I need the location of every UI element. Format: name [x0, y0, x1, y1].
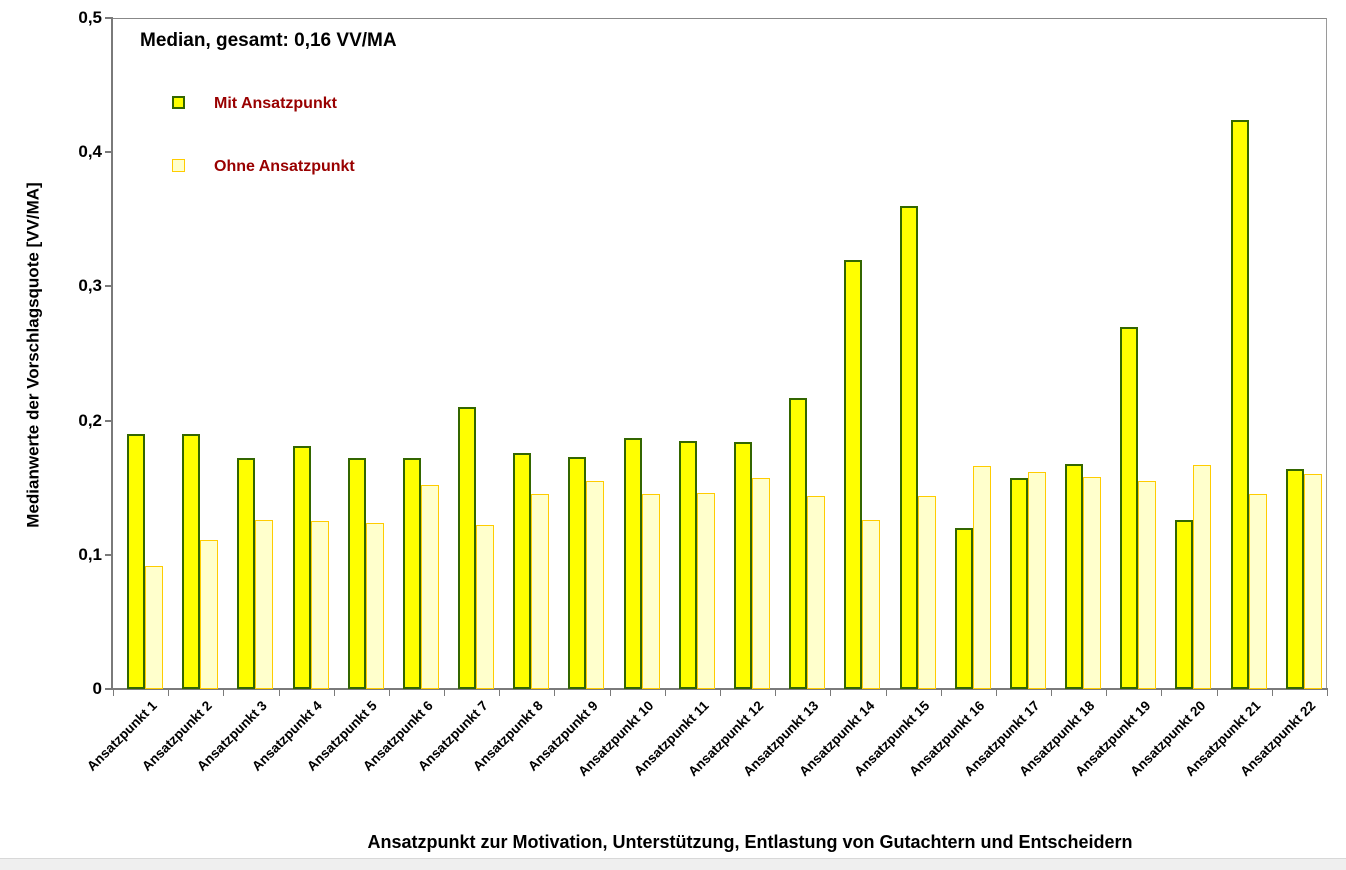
x-tick: [1216, 689, 1218, 696]
bar-ohne-ansatzpunkt-13: [807, 496, 825, 689]
bar-ohne-ansatzpunkt-22: [1304, 474, 1322, 689]
bar-mit-ansatzpunkt-18: [1065, 464, 1083, 689]
x-tick: [885, 689, 887, 696]
y-tick: [105, 553, 113, 556]
bar-mit-ansatzpunkt-22: [1286, 469, 1304, 689]
y-tick: [105, 419, 113, 422]
bar-mit-ansatzpunkt-10: [624, 438, 642, 689]
bar-mit-ansatzpunkt-21: [1231, 120, 1249, 689]
bar-ohne-ansatzpunkt-16: [973, 466, 991, 689]
x-tick: [1327, 689, 1328, 696]
bar-mit-ansatzpunkt-17: [1010, 478, 1028, 689]
y-axis-title: Medianwerte der Vorschlagsquote [VV/MA]: [23, 182, 43, 528]
legend-swatch-mit-ansatzpunkt: [172, 96, 185, 109]
bar-ohne-ansatzpunkt-3: [255, 520, 273, 689]
bar-ohne-ansatzpunkt-2: [200, 540, 218, 689]
bar-mit-ansatzpunkt-1: [127, 434, 145, 689]
y-tick-label: 0,5: [78, 8, 102, 27]
x-tick: [775, 689, 777, 696]
x-tick: [223, 689, 225, 696]
legend-swatch-ohne-ansatzpunkt: [172, 159, 185, 172]
bar-mit-ansatzpunkt-15: [900, 206, 918, 689]
bar-mit-ansatzpunkt-11: [679, 441, 697, 689]
bar-mit-ansatzpunkt-8: [513, 453, 531, 689]
x-tick: [1271, 689, 1273, 696]
x-tick: [499, 689, 501, 696]
x-tick: [1161, 689, 1163, 696]
bar-ohne-ansatzpunkt-7: [476, 525, 494, 689]
bar-ohne-ansatzpunkt-21: [1249, 494, 1267, 689]
bar-mit-ansatzpunkt-14: [844, 260, 862, 689]
x-tick: [554, 689, 556, 696]
median-annotation: Median, gesamt: 0,16 VV/MA: [140, 30, 397, 51]
bar-mit-ansatzpunkt-2: [182, 434, 200, 689]
y-tick-label: 0,2: [78, 410, 102, 430]
y-tick-label: 0: [92, 679, 102, 698]
bar-mit-ansatzpunkt-9: [568, 457, 586, 689]
y-tick: [105, 688, 113, 690]
bar-mit-ansatzpunkt-16: [955, 528, 973, 689]
window-bottom-strip: [0, 858, 1346, 870]
bar-mit-ansatzpunkt-6: [403, 458, 421, 689]
bar-ohne-ansatzpunkt-14: [862, 520, 880, 689]
bar-ohne-ansatzpunkt-20: [1193, 465, 1211, 689]
x-tick: [940, 689, 942, 696]
x-tick: [830, 689, 832, 696]
bar-mit-ansatzpunkt-3: [237, 458, 255, 689]
x-tick: [720, 689, 721, 696]
legend-label-mit-ansatzpunkt: Mit Ansatzpunkt: [214, 95, 337, 112]
x-tick: [388, 689, 390, 696]
y-tick-label: 0,3: [78, 276, 102, 296]
x-tick: [995, 689, 997, 696]
x-tick: [444, 689, 446, 696]
bar-ohne-ansatzpunkt-15: [918, 496, 936, 689]
x-axis-title: Ansatzpunkt zur Motivation, Unterstützun…: [367, 832, 1133, 852]
bar-ohne-ansatzpunkt-17: [1028, 472, 1046, 689]
x-axis-line: [111, 688, 1328, 690]
bar-mit-ansatzpunkt-4: [293, 446, 311, 689]
x-tick: [333, 689, 335, 696]
legend-label-ohne-ansatzpunkt: Ohne Ansatzpunkt: [214, 158, 355, 175]
bar-ohne-ansatzpunkt-12: [752, 478, 770, 689]
bar-ohne-ansatzpunkt-6: [421, 485, 439, 689]
bar-ohne-ansatzpunkt-8: [531, 494, 549, 689]
bar-ohne-ansatzpunkt-11: [697, 493, 715, 689]
bar-mit-ansatzpunkt-12: [734, 442, 752, 689]
x-tick: [168, 689, 170, 696]
bar-ohne-ansatzpunkt-4: [311, 521, 329, 689]
x-tick: [113, 689, 114, 696]
bar-ohne-ansatzpunkt-10: [642, 494, 660, 689]
y-tick-label: 0,1: [78, 544, 102, 564]
bar-ohne-ansatzpunkt-18: [1083, 477, 1101, 689]
y-axis-line: [111, 18, 113, 690]
x-tick: [1106, 689, 1108, 696]
bar-mit-ansatzpunkt-13: [789, 398, 807, 689]
bar-mit-ansatzpunkt-20: [1175, 520, 1193, 689]
bar-ohne-ansatzpunkt-9: [586, 481, 604, 689]
bar-mit-ansatzpunkt-7: [458, 407, 476, 689]
bar-mit-ansatzpunkt-19: [1120, 327, 1138, 689]
bar-mit-ansatzpunkt-5: [348, 458, 366, 689]
bar-ohne-ansatzpunkt-1: [145, 566, 163, 689]
y-tick: [105, 285, 113, 288]
y-tick: [105, 17, 113, 19]
x-tick: [609, 689, 611, 696]
y-tick-label: 0,4: [78, 142, 102, 162]
x-tick: [278, 689, 280, 696]
bar-ohne-ansatzpunkt-5: [366, 523, 384, 689]
y-tick: [105, 151, 113, 154]
x-tick: [1051, 689, 1053, 696]
bar-ohne-ansatzpunkt-19: [1138, 481, 1156, 689]
x-tick: [664, 689, 666, 696]
